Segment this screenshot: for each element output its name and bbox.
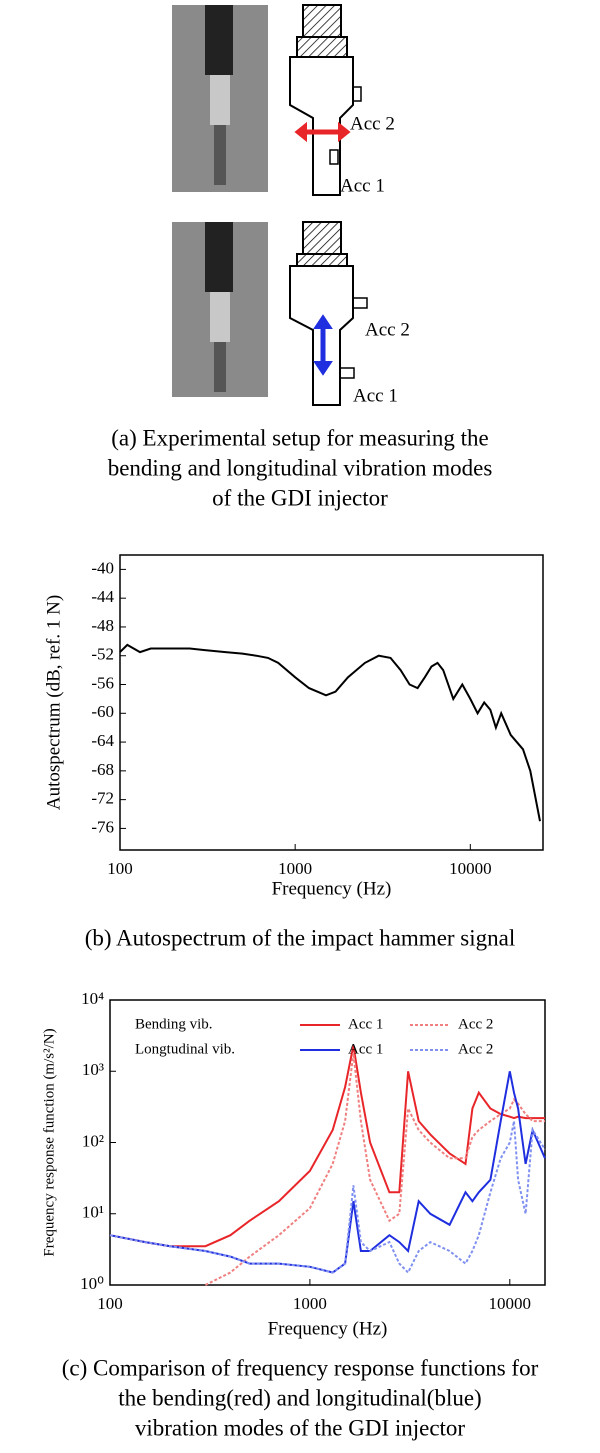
y-tick-label: -76 — [91, 817, 114, 836]
y-tick-label: -48 — [91, 616, 114, 635]
x-tick-label: 100 — [97, 1294, 123, 1313]
y-tick-label: -52 — [91, 645, 114, 664]
series-line — [204, 1052, 545, 1286]
legend-group: Bending vib. — [135, 1016, 213, 1032]
caption: (a) Experimental setup for measuring the — [111, 425, 488, 450]
legend-label: Acc 2 — [458, 1016, 493, 1032]
x-tick-label: 10000 — [489, 1294, 532, 1313]
x-tick-label: 10000 — [449, 859, 492, 878]
photo — [172, 5, 268, 192]
caption: the bending(red) and longitudinal(blue) — [118, 1385, 481, 1410]
series-line — [109, 1045, 545, 1248]
y-tick-label: -72 — [91, 789, 114, 808]
y-tick-label: 10⁴ — [81, 989, 104, 1008]
sensor-label: Acc 2 — [350, 113, 395, 134]
plot-frame — [119, 554, 544, 851]
sensor-label: Acc 1 — [340, 175, 385, 196]
legend-label: Acc 1 — [348, 1016, 383, 1032]
y-axis-label: Frequency response function (m/s²/N) — [41, 1028, 57, 1256]
series-line — [109, 1120, 546, 1275]
y-tick-label: -56 — [91, 673, 114, 692]
legend-label: Acc 1 — [348, 1041, 383, 1057]
y-tick-label: 10⁰ — [80, 1274, 104, 1293]
y-tick-label: 10³ — [82, 1060, 104, 1079]
y-tick-label: 10¹ — [82, 1203, 104, 1222]
x-tick-label: 1000 — [278, 859, 312, 878]
y-tick-label: -40 — [91, 558, 114, 577]
series-line — [109, 1071, 546, 1274]
caption: vibration modes of the GDI injector — [135, 1415, 466, 1440]
caption: bending and longitudinal vibration modes — [108, 455, 493, 480]
y-tick-label: -44 — [91, 587, 114, 606]
series-line — [119, 643, 541, 822]
caption: (b) Autospectrum of the impact hammer si… — [85, 925, 516, 950]
x-tick-label: 1000 — [293, 1294, 327, 1313]
x-axis-label: Frequency (Hz) — [272, 878, 392, 899]
photo — [172, 222, 268, 397]
caption: of the GDI injector — [212, 485, 388, 510]
caption: (c) Comparison of frequency response fun… — [62, 1355, 539, 1380]
x-tick-label: 100 — [107, 859, 133, 878]
sensor-label: Acc 1 — [353, 385, 398, 406]
legend-label: Acc 2 — [458, 1041, 493, 1057]
legend-group: Longtudinal vib. — [135, 1041, 235, 1057]
y-tick-label: -68 — [91, 760, 114, 779]
y-tick-label: 10² — [82, 1131, 104, 1150]
injector-diagram — [289, 4, 362, 196]
x-axis-label: Frequency (Hz) — [268, 1318, 388, 1339]
injector-diagram — [289, 221, 368, 406]
y-tick-label: -64 — [91, 731, 114, 750]
y-tick-label: -60 — [91, 702, 114, 721]
y-axis-label: Autospectrum (dB, ref. 1 N) — [43, 595, 64, 810]
sensor-label: Acc 2 — [365, 319, 410, 340]
